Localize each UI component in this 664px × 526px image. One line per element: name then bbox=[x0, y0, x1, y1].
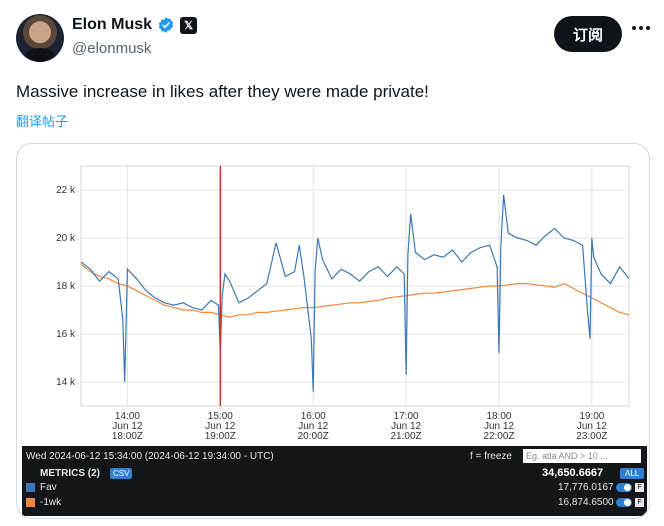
y-tick-label: 18 k bbox=[56, 281, 76, 292]
series-freeze-prev-week[interactable]: F bbox=[635, 498, 644, 507]
x-tick-label: 20:00Z bbox=[298, 431, 329, 442]
avatar[interactable] bbox=[16, 14, 64, 62]
x-tick-label: 18:00Z bbox=[112, 431, 143, 442]
freeze-hint: f = freeze bbox=[470, 451, 512, 462]
series-name-fav: Fav bbox=[40, 482, 57, 493]
y-tick-label: 20 k bbox=[56, 233, 76, 244]
media-card[interactable]: 14 k 16 k 18 k 20 k 22 k 14:00 Jun 12 18:00Z 15:… bbox=[16, 143, 650, 519]
x-tick-label: 15:00 bbox=[208, 411, 233, 422]
x-tick-label: 18:00 bbox=[486, 411, 511, 422]
panel-timestamp: Wed 2024-06-12 15:34:00 (2024-06-12 19:3… bbox=[26, 451, 274, 462]
metrics-panel: Wed 2024-06-12 15:34:00 (2024-06-12 19:3… bbox=[22, 446, 647, 516]
series-toggle-fav[interactable] bbox=[616, 483, 632, 492]
x-tick-label: 19:00Z bbox=[205, 431, 236, 442]
series-value-prev-week: 16,874.6500 bbox=[558, 497, 614, 508]
series-toggle-prev-week[interactable] bbox=[616, 498, 632, 507]
x-tick-label: Jun 12 bbox=[205, 421, 235, 432]
metrics-title: METRICS (2) bbox=[40, 468, 100, 479]
x-tick-label: 16:00 bbox=[301, 411, 326, 422]
y-tick-label: 16 k bbox=[56, 329, 76, 340]
series-name-prev-week: -1wk bbox=[40, 497, 62, 508]
x-tick-label: Jun 12 bbox=[391, 421, 421, 432]
author-name-row: Elon Musk 𝕏 bbox=[72, 16, 198, 34]
handle[interactable]: @elonmusk bbox=[72, 40, 152, 57]
y-tick-label: 22 k bbox=[56, 185, 76, 196]
more-horizontal-icon[interactable] bbox=[632, 26, 650, 32]
x-logo-icon[interactable]: 𝕏 bbox=[180, 16, 198, 34]
series-line-fav bbox=[80, 194, 630, 392]
x-tick-label: 21:00Z bbox=[391, 431, 422, 442]
metrics-total: 34,650.6667 bbox=[542, 467, 604, 479]
x-tick-label: 22:00Z bbox=[483, 431, 514, 442]
translate-post-link[interactable]: 翻译帖子 bbox=[16, 114, 69, 129]
verified-badge-icon bbox=[158, 17, 174, 33]
prev-week-swatch bbox=[26, 498, 35, 507]
display-name[interactable]: Elon Musk bbox=[72, 16, 153, 33]
post-text: Massive increase in likes after they wer… bbox=[16, 82, 429, 101]
x-tick-label: 19:00 bbox=[579, 411, 604, 422]
series-value-fav: 17,776.0167 bbox=[558, 482, 614, 493]
x-tick-label: Jun 12 bbox=[577, 421, 607, 432]
x-tick-label: Jun 12 bbox=[484, 421, 514, 432]
x-tick-label: 14:00 bbox=[115, 411, 140, 422]
subscribe-button[interactable]: 订阅 bbox=[554, 16, 622, 52]
x-tick-label: 17:00 bbox=[394, 411, 419, 422]
fav-swatch bbox=[26, 483, 35, 492]
all-button[interactable]: ALL bbox=[620, 468, 645, 479]
x-tick-label: Jun 12 bbox=[112, 421, 142, 432]
csv-button[interactable]: CSV bbox=[110, 468, 133, 479]
y-tick-label: 14 k bbox=[56, 377, 76, 388]
x-tick-label: Jun 12 bbox=[298, 421, 328, 432]
metrics-search-input[interactable]: Eg. atla AND > 10 ... bbox=[523, 449, 641, 463]
series-line-prev-week bbox=[80, 263, 630, 318]
x-tick-label: 23:00Z bbox=[576, 431, 607, 442]
series-freeze-fav[interactable]: F bbox=[635, 483, 644, 492]
